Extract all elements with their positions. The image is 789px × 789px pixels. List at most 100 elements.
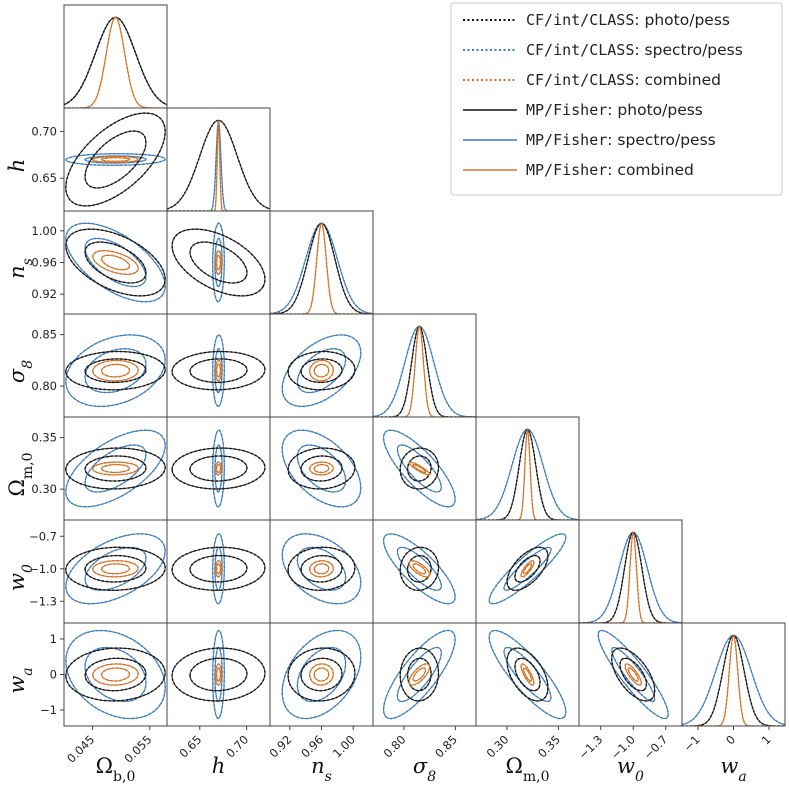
contour-cf-spectro-2sigma [597, 629, 669, 720]
contour-mp-spectro-2sigma [65, 222, 166, 303]
contour-cf-spectro-1sigma [84, 646, 147, 703]
y-tick-label: 0.30 [31, 482, 57, 496]
contour-cf-spectro-2sigma [65, 334, 166, 408]
panel-2-1 [166, 210, 271, 315]
contour-cf-combined-1sigma [522, 563, 533, 575]
contour-cf-photo-2sigma [506, 546, 549, 591]
panel-6-6: −1 0 1 [681, 622, 786, 754]
contour-cf-photo-1sigma [514, 657, 541, 692]
contour-mp-spectro-1sigma [84, 348, 147, 394]
contour-cf-combined-2sigma [309, 359, 334, 382]
x-tick-label: 0.055 [121, 732, 154, 765]
y-tick-label: 0.70 [31, 124, 57, 138]
contour-cf-combined-2sigma [92, 461, 139, 476]
contour-cf-spectro-1sigma [296, 646, 347, 703]
contour-mp-spectro-2sigma [383, 629, 456, 720]
legend-entry: MP/Fisher: combined [526, 161, 694, 179]
curve-cf-spectro [476, 428, 579, 520]
axis-label-3: σ8 [5, 360, 36, 383]
x-tick-label: −1.3 [576, 732, 606, 762]
contour-mp-photo-1sigma [300, 455, 343, 482]
contour-cf-combined-1sigma [216, 254, 221, 271]
contour-cf-combined-1sigma [627, 667, 639, 682]
contour-mp-photo-1sigma [189, 241, 248, 284]
y-tick-label: −1 [40, 703, 57, 717]
curve-mp-combined [270, 222, 373, 314]
panel-frame [63, 107, 168, 212]
contour-cf-combined-1sigma [216, 563, 221, 575]
contour-cf-photo-1sigma [189, 241, 248, 284]
x-tick-label: 0.045 [64, 732, 97, 765]
contour-mp-spectro-2sigma [65, 334, 166, 407]
panel-2-2 [269, 210, 374, 315]
contour-cf-combined-1sigma [100, 157, 131, 162]
contour-cf-spectro-1sigma [214, 237, 223, 288]
panel-frame [63, 622, 168, 727]
curve-cf-combined [167, 120, 270, 211]
contour-cf-combined-2sigma [92, 359, 139, 382]
contour-cf-combined-2sigma [214, 559, 223, 578]
contour-mp-spectro-1sigma [296, 348, 347, 394]
curve-mp-combined [64, 16, 167, 108]
contour-cf-photo-2sigma [399, 546, 440, 592]
contour-mp-photo-1sigma [84, 130, 147, 189]
y-tick-label: 1.00 [31, 224, 57, 238]
contour-cf-spectro-2sigma [212, 429, 225, 508]
legend-entry: MP/Fisher: spectro/pess [526, 131, 716, 149]
contour-mp-spectro-2sigma [383, 429, 456, 508]
curve-mp-spectro [579, 531, 682, 623]
panel-3-2 [269, 313, 374, 418]
contour-cf-photo-2sigma [65, 546, 166, 591]
contour-mp-combined-1sigma [216, 667, 221, 682]
panel-frame [269, 519, 374, 624]
panel-frame [63, 4, 168, 109]
contour-cf-spectro-2sigma [281, 533, 362, 605]
contour-cf-photo-2sigma [287, 350, 356, 391]
curve-cf-combined [476, 429, 579, 520]
panel-5-3 [372, 519, 477, 624]
contour-cf-combined-1sigma [100, 563, 131, 575]
contour-cf-photo-1sigma [84, 241, 147, 284]
legend-entry: CF/int/CLASS: combined [526, 71, 721, 89]
contour-cf-combined-2sigma [309, 461, 334, 476]
contour-cf-spectro-2sigma [382, 429, 456, 508]
contour-cf-photo-1sigma [189, 554, 248, 583]
contour-cf-spectro-1sigma [296, 546, 347, 591]
contour-cf-spectro-1sigma [84, 155, 147, 164]
legend-entry: CF/int/CLASS: spectro/pess [526, 41, 743, 59]
contour-mp-photo-2sigma [65, 647, 166, 702]
contour-cf-spectro-2sigma [281, 629, 362, 720]
contour-cf-spectro-2sigma [488, 629, 567, 720]
curve-cf-photo [476, 428, 579, 520]
contour-cf-photo-2sigma [171, 546, 266, 591]
contour-cf-photo-2sigma [65, 228, 166, 297]
axis-label-3: σ8 [413, 754, 436, 785]
contour-mp-photo-1sigma [407, 455, 432, 482]
curve-cf-combined [270, 222, 373, 314]
panel-frame [166, 210, 271, 315]
contour-cf-spectro-1sigma [396, 646, 443, 703]
contour-cf-photo-1sigma [189, 358, 248, 384]
panel-frame [372, 519, 477, 624]
contour-cf-photo-2sigma [65, 350, 166, 391]
curve-mp-spectro [270, 222, 373, 314]
contour-cf-photo-2sigma [287, 647, 356, 702]
axis-label-0: Ωb,0 [96, 754, 136, 785]
contour-mp-combined-1sigma [101, 464, 130, 473]
contour-cf-photo-1sigma [84, 358, 147, 384]
contour-cf-combined-2sigma [214, 359, 223, 382]
panel-6-2: 0.92 0.96 1.00 [267, 622, 374, 760]
contour-cf-combined-2sigma [214, 663, 223, 686]
contour-cf-photo-2sigma [65, 112, 166, 207]
panel-frame [166, 416, 271, 521]
axis-label-4: Ωm,0 [5, 452, 36, 496]
contour-mp-photo-2sigma [611, 647, 656, 702]
panel-6-1: 0.65 0.70 [166, 622, 271, 760]
contour-cf-spectro-2sigma [212, 629, 225, 720]
panel-frame [372, 313, 477, 418]
curve-cf-spectro [373, 325, 476, 417]
contour-mp-photo-1sigma [84, 241, 147, 284]
contour-cf-photo-2sigma [171, 228, 266, 297]
contour-mp-photo-2sigma [65, 350, 166, 391]
contour-mp-spectro-1sigma [503, 646, 552, 703]
